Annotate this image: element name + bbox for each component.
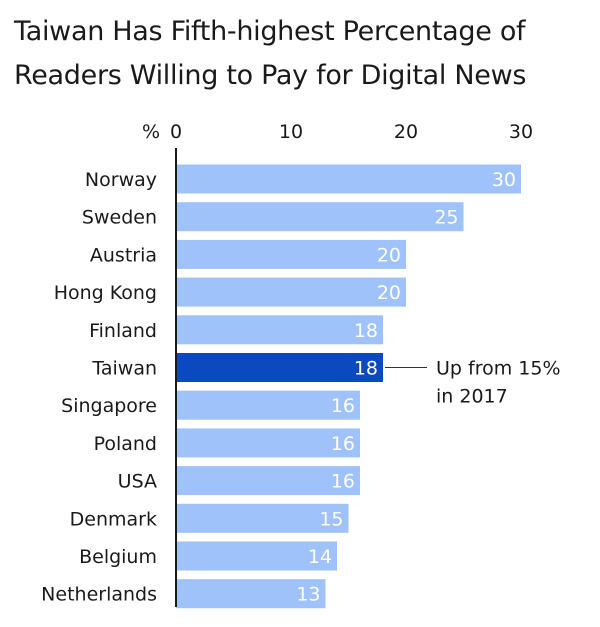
bar-value-label: 20 (377, 244, 401, 266)
bars: 30 25 20 20 18 18 16 16 16 15 14 13 (176, 164, 521, 609)
category-label: Sweden (82, 207, 157, 229)
bar-value-label: 20 (377, 282, 401, 304)
bar-hong-kong (176, 277, 406, 307)
category-label: Hong Kong (54, 282, 157, 304)
category-label: Austria (90, 244, 157, 266)
bar-sweden (176, 202, 464, 232)
chart-title: Taiwan Has Fifth-highest Percentage of R… (14, 16, 527, 91)
x-tick-label: 10 (279, 121, 303, 143)
category-label: Finland (89, 320, 157, 342)
bar-value-label: 15 (319, 508, 343, 530)
x-tick-label: 20 (394, 121, 418, 143)
bar-denmark (176, 503, 349, 533)
bar-value-label: 16 (331, 433, 355, 455)
category-label: Denmark (70, 508, 157, 530)
x-axis-ticks: 0 10 20 30 (170, 121, 533, 143)
bar-austria (176, 239, 406, 269)
bar-norway (176, 164, 521, 194)
bar-value-label: 14 (308, 546, 332, 568)
category-label: Norway (85, 169, 157, 191)
x-tick-label: 30 (509, 121, 533, 143)
bar-value-label: 18 (354, 320, 378, 342)
category-label: Belgium (79, 546, 157, 568)
bar-value-label: 13 (296, 584, 320, 606)
axis-unit-label: % (142, 121, 160, 143)
bar-value-label: 30 (492, 169, 516, 191)
annotation-text: in 2017 (436, 386, 508, 408)
annotation-text: Up from 15% (436, 358, 561, 380)
category-label: USA (118, 471, 157, 493)
category-label: Taiwan (91, 358, 157, 380)
bar-usa (176, 466, 360, 496)
annotation: Up from 15% in 2017 (385, 358, 561, 408)
bar-value-label: 25 (434, 207, 458, 229)
bar-taiwan (176, 353, 383, 382)
bar-value-label: 16 (331, 471, 355, 493)
bar-belgium (176, 541, 337, 571)
bar-finland (176, 315, 383, 345)
bar-value-label: 16 (331, 395, 355, 417)
x-tick-label: 0 (170, 121, 182, 143)
bar-singapore (176, 390, 360, 420)
category-label: Netherlands (41, 584, 157, 606)
bar-value-label: 18 (354, 358, 378, 380)
category-labels: Norway Sweden Austria Hong Kong Finland Taiwa… (41, 169, 157, 606)
category-label: Singapore (61, 395, 157, 417)
bar-netherlands (176, 579, 326, 609)
category-label: Poland (94, 433, 157, 455)
bar-poland (176, 428, 360, 458)
